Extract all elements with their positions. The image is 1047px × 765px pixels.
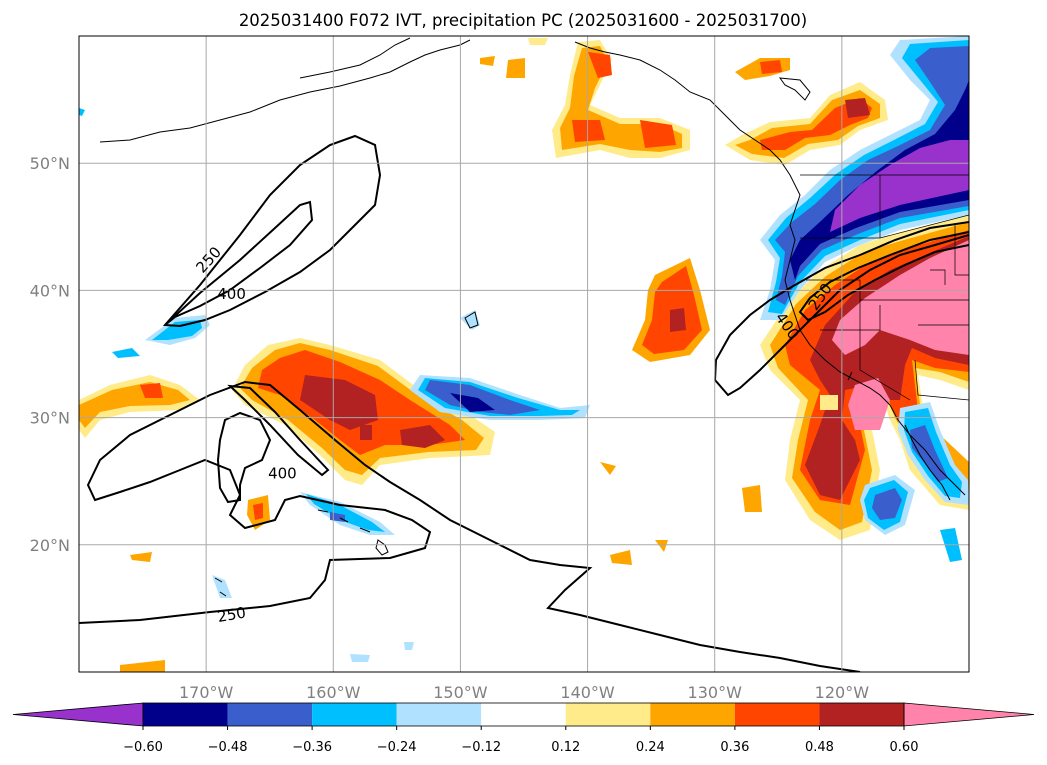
colorbar-tick-label: 0.24	[636, 740, 665, 755]
colorbar-tick-label: 0.60	[890, 740, 919, 755]
coastlines	[99, 37, 966, 597]
colorbar-extend-min	[12, 702, 144, 727]
x-tick-label: 140°W	[560, 683, 615, 702]
y-tick-label: 30°N	[30, 409, 70, 428]
x-tick-label: 170°W	[179, 683, 234, 702]
colorbar-swatch	[396, 703, 482, 726]
ivt-400-contour-south	[227, 384, 330, 477]
x-tick-label: 160°W	[306, 683, 361, 702]
colorbar-tick-label: −0.60	[123, 740, 163, 755]
colorbar-tick-label: 0.48	[805, 740, 834, 755]
ivt-400-contour-north	[164, 200, 314, 326]
ivt-contours	[79, 134, 969, 672]
y-tick-label: 50°N	[30, 154, 70, 173]
colorbar-frame	[142, 702, 905, 727]
colorbar-tick-label: −0.48	[208, 740, 248, 755]
ivt-250-contour-north	[162, 134, 382, 328]
gridlines	[79, 36, 969, 672]
contour-label: 250	[216, 603, 247, 626]
colorbar-swatch	[227, 703, 313, 726]
colorbar-swatch	[143, 703, 228, 726]
map-frame	[78, 35, 970, 673]
colorbar-tick-label: −0.36	[292, 740, 332, 755]
colorbar-tick-label: 0.36	[720, 740, 749, 755]
ivt-250-contour-south	[79, 380, 861, 672]
colorbar-swatch	[734, 703, 820, 726]
x-tick-label: 120°W	[815, 683, 870, 702]
y-tick-label: 20°N	[30, 536, 70, 555]
x-tick-labels: 170°W 160°W 150°W 140°W 130°W 120°W	[179, 683, 869, 702]
y-tick-label: 40°N	[30, 281, 70, 300]
coastline-hawaii	[317, 509, 389, 556]
colorbar-swatch	[819, 703, 904, 726]
contour-label: 400	[268, 465, 297, 483]
contour-label: 400	[217, 285, 246, 303]
colorbar-swatch	[481, 703, 566, 726]
colorbar: −0.60 −0.48 −0.36 −0.24 −0.12 0.12 0.24 0.36 0.4…	[12, 702, 1035, 755]
ivt-250-contour-east	[713, 221, 969, 397]
colorbar-extend-max	[903, 702, 1035, 727]
colorbar-swatch	[650, 703, 735, 726]
y-tick-labels: 20°N 30°N 40°N 50°N	[30, 154, 70, 555]
colorbar-tick-label: −0.24	[377, 740, 417, 755]
colorbar-tick-label: −0.12	[461, 740, 501, 755]
colorbar-swatch	[565, 703, 651, 726]
ivt-400-contour-east	[798, 231, 969, 322]
colorbar-swatch	[312, 703, 397, 726]
coastline-alaska-aleutians	[99, 39, 471, 143]
colorbar-tick-label: 0.12	[551, 740, 580, 755]
figure-title: 2025031400 F072 IVT, precipitation PC (2…	[239, 11, 807, 30]
x-tick-label: 130°W	[688, 683, 743, 702]
x-tick-label: 150°W	[433, 683, 488, 702]
